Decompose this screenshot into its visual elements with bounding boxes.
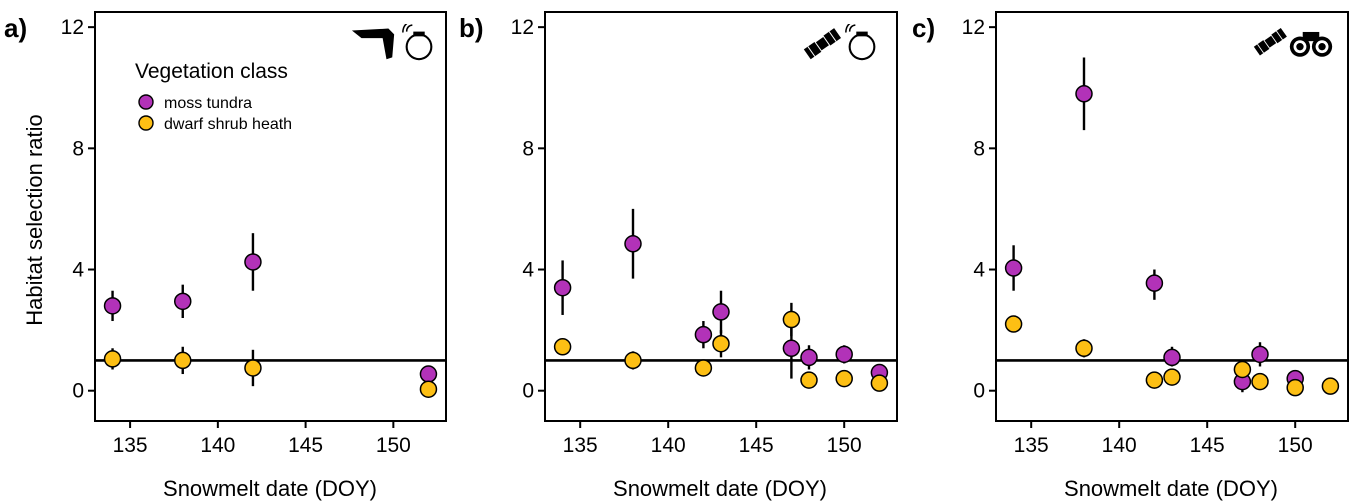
point-dwarf-shrub-heath	[782, 310, 801, 329]
point-dwarf-shrub-heath	[1233, 360, 1252, 379]
legend-label-moss-tundra: moss tundra	[164, 95, 252, 112]
legend-swatch-dwarf-shrub-heath	[138, 115, 154, 131]
point-dwarf-shrub-heath	[870, 374, 889, 392]
point-dwarf-shrub-heath	[1286, 378, 1304, 397]
legend-label-dwarf-shrub-heath: dwarf shrub heath	[164, 116, 292, 133]
y-tick-label: 12	[511, 16, 534, 39]
point-dwarf-shrub-heath	[553, 338, 572, 356]
x-tick-label: 135	[113, 434, 148, 457]
point-dwarf-shrub-heath	[1004, 315, 1023, 333]
x-tick-label: 150	[376, 434, 411, 457]
x-tick-label: 135	[1014, 434, 1049, 457]
panel-label-c: c)	[912, 13, 935, 43]
x-tick-label: 140	[651, 434, 686, 457]
y-tick-label: 4	[72, 259, 84, 282]
x-tick-label: 140	[200, 434, 235, 457]
point-moss-tundra	[244, 253, 262, 271]
x-tick-label: 145	[1190, 434, 1225, 457]
point-dwarf-shrub-heath	[1075, 339, 1093, 358]
point-moss-tundra	[712, 303, 730, 321]
legend-title: Vegetation class	[135, 60, 288, 83]
x-axis-label: Snowmelt date (DOY)	[613, 476, 827, 501]
panel-c: c) 0 4 8 12 135 140 145 150 Snowmelt date (DOY)	[912, 11, 1349, 501]
y-tick-label: 0	[973, 380, 985, 403]
y-tick-label: 0	[522, 380, 534, 403]
point-moss-tundra	[103, 297, 122, 315]
point-moss-tundra	[1075, 85, 1093, 103]
legend: Vegetation class moss tundra dwarf shrub…	[135, 60, 292, 133]
legend-swatch-moss-tundra	[138, 94, 154, 110]
point-dwarf-shrub-heath	[1163, 368, 1181, 386]
y-axis-label: Habitat selection ratio	[22, 114, 47, 326]
plot-frame	[544, 11, 898, 422]
y-tick-label: 12	[962, 16, 985, 39]
point-moss-tundra	[1163, 348, 1181, 367]
point-dwarf-shrub-heath	[174, 351, 192, 370]
point-dwarf-shrub-heath	[1145, 371, 1164, 389]
y-tick-label: 4	[522, 259, 534, 282]
x-axis-label: Snowmelt date (DOY)	[1064, 476, 1278, 501]
point-moss-tundra	[174, 292, 192, 311]
point-moss-tundra	[1004, 259, 1023, 277]
x-tick-label: 135	[563, 434, 598, 457]
point-dwarf-shrub-heath	[244, 359, 262, 377]
x-tick-label: 150	[827, 434, 862, 457]
point-moss-tundra	[553, 278, 572, 297]
point-dwarf-shrub-heath	[419, 380, 438, 398]
point-moss-tundra	[419, 365, 438, 383]
plot-frame	[995, 11, 1349, 422]
point-moss-tundra	[800, 348, 818, 367]
panel-label-a: a)	[4, 13, 27, 43]
point-dwarf-shrub-heath	[1251, 372, 1269, 391]
panel-a: a) 0 4 8 12 135 140 145 150 Snowmelt date (DOY)…	[4, 11, 447, 501]
panel-b: b) 0 4 8 12 135 140 145 150 Snowmelt date (DOY)	[459, 11, 898, 501]
binoculars-icon	[1289, 31, 1333, 57]
y-tick-label: 12	[61, 16, 84, 39]
gps-collar-icon	[844, 24, 876, 61]
point-moss-tundra	[835, 345, 853, 364]
point-dwarf-shrub-heath	[694, 359, 713, 377]
panel-label-b: b)	[459, 13, 484, 43]
x-tick-label: 145	[739, 434, 774, 457]
plot-frame	[94, 11, 447, 422]
point-dwarf-shrub-heath	[835, 369, 853, 388]
y-tick-label: 0	[72, 380, 84, 403]
satellite-icon	[803, 27, 842, 60]
x-tick-label: 145	[288, 434, 323, 457]
drone-icon	[351, 28, 395, 60]
point-moss-tundra	[694, 325, 713, 344]
x-tick-label: 150	[1278, 434, 1313, 457]
gps-collar-icon	[401, 24, 433, 61]
point-moss-tundra	[782, 339, 801, 358]
point-moss-tundra	[1145, 274, 1164, 292]
point-dwarf-shrub-heath	[712, 334, 730, 353]
point-moss-tundra	[624, 235, 642, 253]
y-tick-label: 4	[973, 259, 985, 282]
point-dwarf-shrub-heath	[624, 351, 642, 370]
x-axis-label: Snowmelt date (DOY)	[163, 476, 377, 501]
point-moss-tundra	[1251, 345, 1269, 364]
y-tick-label: 8	[72, 137, 84, 160]
point-dwarf-shrub-heath	[103, 350, 122, 368]
x-tick-label: 140	[1102, 434, 1137, 457]
point-dwarf-shrub-heath	[800, 371, 818, 389]
satellite-icon	[1253, 27, 1288, 56]
y-tick-label: 8	[522, 137, 534, 160]
point-dwarf-shrub-heath	[1321, 377, 1340, 395]
y-tick-label: 8	[973, 137, 985, 160]
